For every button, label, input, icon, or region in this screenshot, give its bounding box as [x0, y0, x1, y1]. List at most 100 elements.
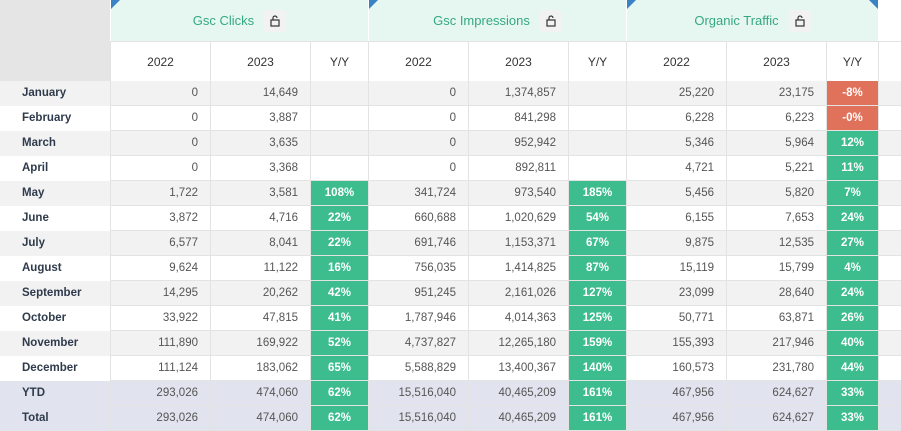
row-divider	[110, 405, 901, 406]
value-cell: 40,465,209	[468, 381, 568, 406]
value-cell: 6,577	[110, 231, 210, 256]
value-cell: 15,516,040	[368, 406, 468, 431]
table-row: May 1,722 3,581 108% 341,724 973,540 185% 5,456…	[0, 181, 901, 206]
value-cell: 4,737,827	[368, 331, 468, 356]
row-spacer	[878, 406, 901, 431]
row-label: YTD	[22, 387, 45, 399]
value-cell: 6,228	[626, 106, 726, 131]
table-row: June 3,872 4,716 22% 660,688 1,020,629 54% 6,15…	[0, 206, 901, 231]
column-group-title: Gsc Clicks	[192, 13, 255, 28]
value-cell: 6,223	[726, 106, 826, 131]
table-row: September 14,295 20,262 42% 951,245 2,161,026…	[0, 281, 901, 306]
lock-icon[interactable]	[539, 9, 562, 32]
row-label: June	[22, 212, 49, 224]
yoy-cell: 54%	[568, 206, 626, 231]
value-cell: 15,119	[626, 256, 726, 281]
yoy-cell: 7%	[826, 181, 878, 206]
value-cell: 7,653	[726, 206, 826, 231]
column-group-title: Gsc Impressions	[433, 13, 530, 28]
value-cell: 474,060	[210, 381, 310, 406]
yoy-cell: 62%	[310, 381, 368, 406]
value-cell: 892,811	[468, 156, 568, 181]
corner-marker-icon	[869, 0, 878, 9]
value-cell: 0	[110, 106, 210, 131]
row-label: August	[22, 262, 62, 274]
value-cell: 951,245	[368, 281, 468, 306]
value-cell: 4,716	[210, 206, 310, 231]
row-label: October	[22, 312, 67, 324]
value-cell: 293,026	[110, 381, 210, 406]
yoy-cell	[310, 156, 368, 181]
value-cell: 33,922	[110, 306, 210, 331]
value-cell: 467,956	[626, 381, 726, 406]
row-spacer	[878, 331, 901, 356]
value-cell: 160,573	[626, 356, 726, 381]
value-cell: 474,060	[210, 406, 310, 431]
table-row: October 33,922 47,815 41% 1,787,946 4,014,363…	[0, 306, 901, 331]
value-cell: 5,588,829	[368, 356, 468, 381]
yoy-cell: 140%	[568, 356, 626, 381]
row-divider	[110, 380, 901, 381]
column-header: 2022	[626, 41, 726, 81]
value-cell: 0	[110, 81, 210, 106]
value-cell: 624,627	[726, 381, 826, 406]
value-cell: 217,946	[726, 331, 826, 356]
row-spacer	[878, 356, 901, 381]
value-cell: 15,799	[726, 256, 826, 281]
yoy-cell: -8%	[826, 81, 878, 106]
row-label: July	[22, 237, 46, 249]
row-spacer	[878, 131, 901, 156]
yoy-cell: 159%	[568, 331, 626, 356]
row-label: November	[22, 337, 79, 349]
value-cell: 111,124	[110, 356, 210, 381]
value-cell: 14,295	[110, 281, 210, 306]
value-cell: 841,298	[468, 106, 568, 131]
yoy-cell: 24%	[826, 281, 878, 306]
value-cell: 2,161,026	[468, 281, 568, 306]
yoy-cell: 22%	[310, 231, 368, 256]
value-cell: 0	[110, 156, 210, 181]
value-cell: 0	[368, 106, 468, 131]
lock-icon[interactable]	[788, 9, 811, 32]
yoy-cell: 87%	[568, 256, 626, 281]
yoy-cell	[310, 81, 368, 106]
table-row: July 6,577 8,041 22% 691,746 1,153,371 67% 9,87…	[0, 231, 901, 256]
corner-marker-icon	[111, 0, 120, 9]
table-row: Total 293,026 474,060 62% 15,516,040 40,465,2…	[0, 406, 901, 431]
yoy-cell: 11%	[826, 156, 878, 181]
yoy-cell: 185%	[568, 181, 626, 206]
yoy-cell: 42%	[310, 281, 368, 306]
value-cell: 5,346	[626, 131, 726, 156]
lock-icon[interactable]	[264, 9, 287, 32]
table-row: December 111,124 183,062 65% 5,588,829 13,400…	[0, 356, 901, 381]
table-row: YTD 293,026 474,060 62% 15,516,040 40,465,209…	[0, 381, 901, 406]
value-cell: 20,262	[210, 281, 310, 306]
yoy-cell	[568, 131, 626, 156]
yoy-cell: 33%	[826, 381, 878, 406]
row-label: Total	[22, 412, 49, 424]
value-cell: 6,155	[626, 206, 726, 231]
column-header: 2023	[468, 41, 568, 81]
value-cell: 1,153,371	[468, 231, 568, 256]
row-divider	[110, 205, 901, 206]
yoy-cell: 12%	[826, 131, 878, 156]
yoy-cell: 67%	[568, 231, 626, 256]
column-header: 2023	[726, 41, 826, 81]
yoy-cell: 22%	[310, 206, 368, 231]
row-label: January	[22, 87, 67, 99]
yoy-cell: 4%	[826, 256, 878, 281]
column-header: Y/Y	[568, 41, 626, 81]
value-cell: 5,820	[726, 181, 826, 206]
value-cell: 1,374,857	[468, 81, 568, 106]
value-cell: 9,875	[626, 231, 726, 256]
row-divider	[110, 180, 901, 181]
yoy-cell: 33%	[826, 406, 878, 431]
value-cell: 47,815	[210, 306, 310, 331]
table-corner	[0, 0, 110, 81]
column-header: 2023	[210, 41, 310, 81]
value-cell: 3,872	[110, 206, 210, 231]
row-spacer	[878, 206, 901, 231]
value-cell: 0	[368, 131, 468, 156]
value-cell: 8,041	[210, 231, 310, 256]
row-divider	[110, 230, 901, 231]
